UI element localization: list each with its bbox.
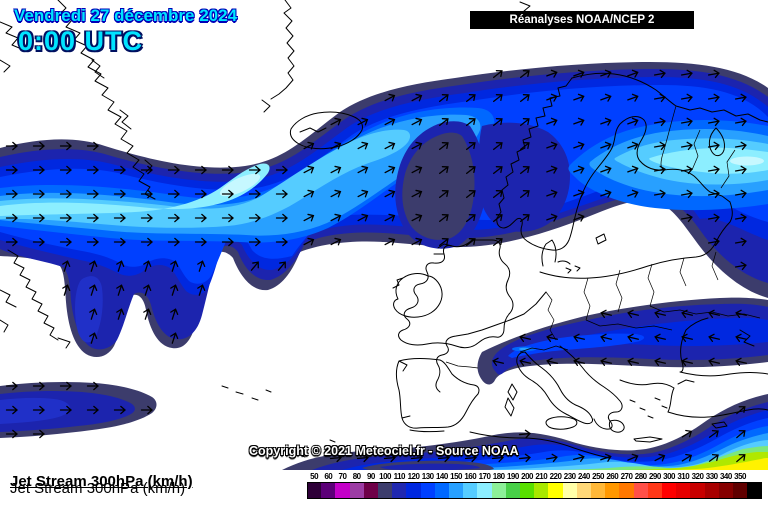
scale-swatch bbox=[449, 482, 465, 499]
model-label-box: Réanalyses NOAA/NCEP 2 bbox=[470, 11, 694, 29]
scale-swatch bbox=[633, 482, 649, 499]
scale-tick-label: 230 bbox=[563, 472, 576, 481]
scale-swatch bbox=[505, 482, 521, 499]
scale-swatch bbox=[477, 482, 493, 499]
legend-bar: Jet Stream 300hPa (km/h) Jet Stream 300h… bbox=[0, 470, 768, 512]
scale-tick-label: 350 bbox=[734, 472, 747, 481]
wind-arrows bbox=[5, 69, 748, 463]
scale-swatch bbox=[747, 482, 763, 499]
scale-tick-label: 320 bbox=[691, 472, 704, 481]
scale-swatch bbox=[718, 482, 734, 499]
coastlines bbox=[0, 0, 768, 459]
scale-tick-label: 70 bbox=[338, 472, 347, 481]
scale-swatch bbox=[690, 482, 706, 499]
scale-tick-label: 160 bbox=[464, 472, 477, 481]
scale-swatch bbox=[733, 482, 749, 499]
scale-tick-label: 270 bbox=[620, 472, 633, 481]
scale-swatch bbox=[363, 482, 379, 499]
date-label: Vendredi 27 décembre 2024 bbox=[14, 6, 238, 25]
time-label: 0:00 UTC bbox=[18, 26, 144, 56]
scale-swatch bbox=[434, 482, 450, 499]
scale-tick-label: 120 bbox=[407, 472, 420, 481]
scale-tick-label: 250 bbox=[592, 472, 605, 481]
scale-swatch bbox=[321, 482, 337, 499]
scale-swatch bbox=[562, 482, 578, 499]
scale-tick-label: 170 bbox=[478, 472, 491, 481]
scale-tick-label: 310 bbox=[677, 472, 690, 481]
scale-swatch bbox=[548, 482, 564, 499]
scale-tick-label: 80 bbox=[352, 472, 361, 481]
scale-tick-label: 50 bbox=[310, 472, 319, 481]
scale-tick-label: 140 bbox=[435, 472, 448, 481]
legend-title-regular: Jet Stream 300hPa (km/h) bbox=[10, 480, 186, 497]
scale-swatch bbox=[662, 482, 678, 499]
scale-swatch bbox=[591, 482, 607, 499]
scale-swatch bbox=[349, 482, 365, 499]
scale-tick-label: 220 bbox=[549, 472, 562, 481]
scale-swatch bbox=[420, 482, 436, 499]
jet-stream-band-west-atlantic bbox=[0, 382, 157, 438]
scale-tick-label: 60 bbox=[324, 472, 333, 481]
legend-title-bold: Jet Stream 300hPa (km/h) bbox=[10, 473, 193, 490]
scale-swatch bbox=[335, 482, 351, 499]
scale-tick-label: 180 bbox=[492, 472, 505, 481]
scale-swatch bbox=[491, 482, 507, 499]
scale-tick-label: 240 bbox=[577, 472, 590, 481]
scale-tick-label: 190 bbox=[506, 472, 519, 481]
scale-swatch bbox=[534, 482, 550, 499]
scale-swatch bbox=[605, 482, 621, 499]
scale-swatch bbox=[378, 482, 394, 499]
scale-tick-label: 330 bbox=[705, 472, 718, 481]
scale-swatch bbox=[392, 482, 408, 499]
scale-swatch bbox=[406, 482, 422, 499]
scale-tick-label: 110 bbox=[393, 472, 406, 481]
scale-tick-label: 260 bbox=[606, 472, 619, 481]
scale-tick-label: 300 bbox=[663, 472, 676, 481]
scale-tick-label: 210 bbox=[535, 472, 548, 481]
scale-tick-label: 150 bbox=[450, 472, 463, 481]
scale-swatch bbox=[704, 482, 720, 499]
scale-swatch bbox=[647, 482, 663, 499]
scale-tick-label: 280 bbox=[634, 472, 647, 481]
scale-swatch bbox=[676, 482, 692, 499]
scale-tick-label: 100 bbox=[379, 472, 392, 481]
scale-swatch bbox=[463, 482, 479, 499]
copyright-label: Copyright © 2021 Meteociel.fr - Source N… bbox=[249, 444, 519, 458]
jet-stream-map bbox=[0, 0, 768, 470]
scale-tick-label: 290 bbox=[648, 472, 661, 481]
scale-tick-label: 340 bbox=[719, 472, 732, 481]
scale-swatch bbox=[576, 482, 592, 499]
scale-swatch bbox=[520, 482, 536, 499]
jet-stream-band-south-fragment bbox=[362, 460, 494, 470]
model-label: Réanalyses NOAA/NCEP 2 bbox=[509, 14, 655, 26]
scale-tick-label: 90 bbox=[366, 472, 375, 481]
jet-stream-band-atlantic bbox=[0, 62, 768, 358]
scale-tick-label: 130 bbox=[421, 472, 434, 481]
scale-swatch bbox=[619, 482, 635, 499]
scale-tick-label: 200 bbox=[521, 472, 534, 481]
